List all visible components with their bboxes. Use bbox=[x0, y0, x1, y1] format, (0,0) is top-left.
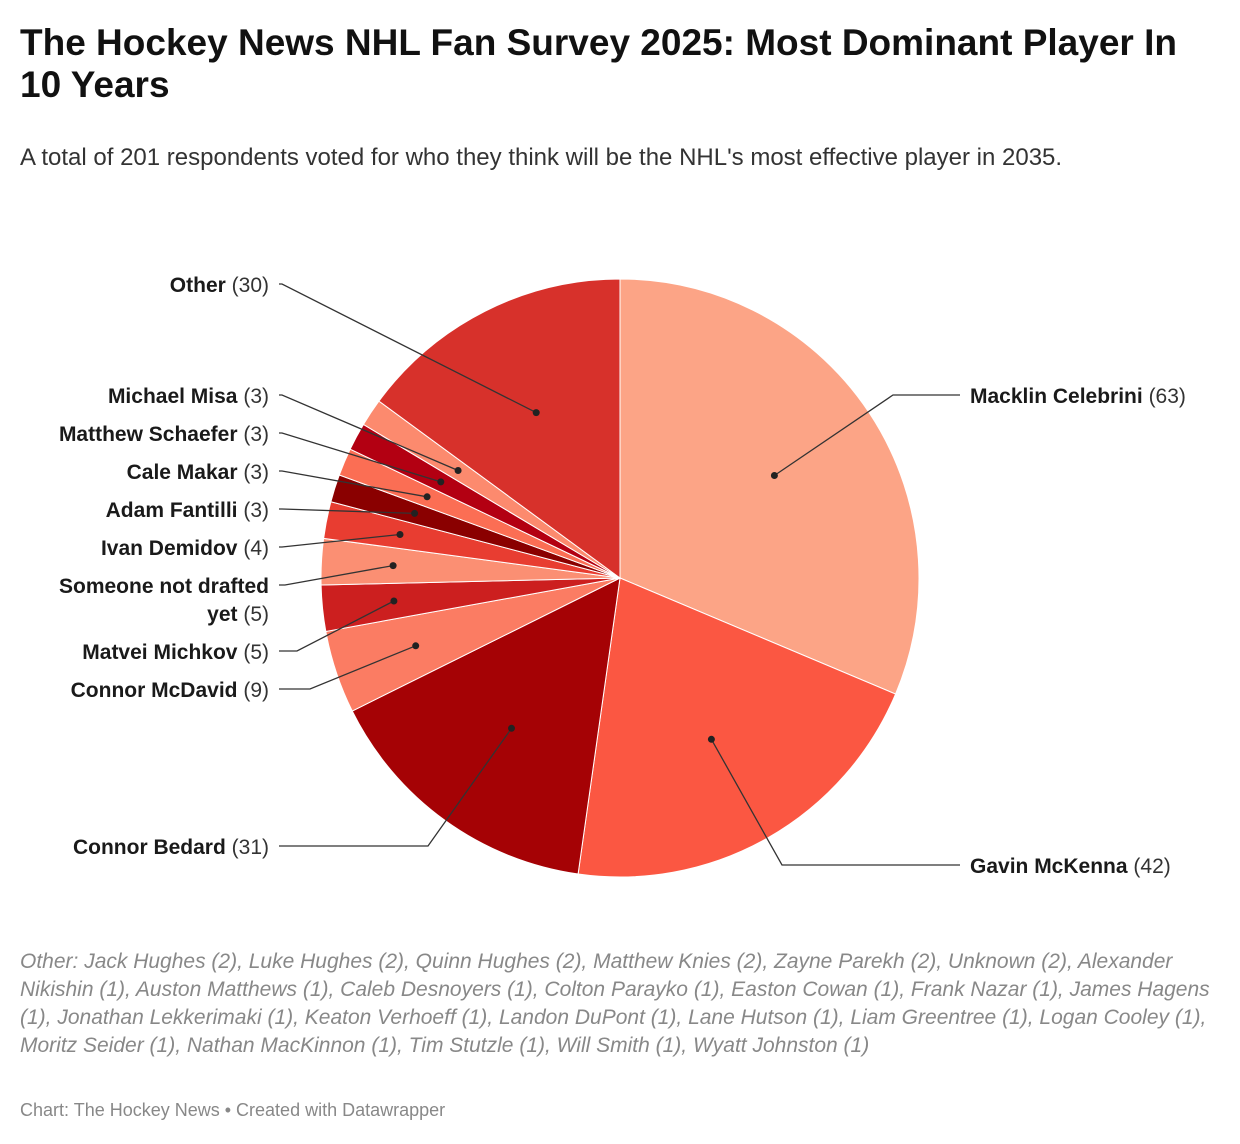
leader-dot-ivan-demidov bbox=[396, 531, 404, 538]
leader-dot-matvei-michkov bbox=[390, 597, 398, 605]
leader-line-macklin-celebrini bbox=[774, 394, 960, 477]
chart-source: Chart: The Hockey News • Created with Da… bbox=[20, 1100, 446, 1120]
leader-line-ivan-demidov bbox=[279, 533, 401, 548]
leader-dot-connor-bedard bbox=[508, 724, 515, 732]
slice-label-gavin-mckenna: Gavin McKenna (42) bbox=[970, 855, 1171, 878]
other-notes: Other: Jack Hughes (2), Luke Hughes (2),… bbox=[20, 950, 1210, 1057]
chart-subtitle: A total of 201 respondents voted for who… bbox=[20, 144, 1063, 171]
leader-line-connor-bedard bbox=[279, 727, 513, 847]
leader-dot-michael-misa bbox=[454, 467, 462, 474]
leader-dot-adam-fantilli bbox=[411, 509, 419, 517]
slice-label-connor-bedard: Connor Bedard (31) bbox=[73, 836, 269, 859]
slice-label-adam-fantilli: Adam Fantilli (3) bbox=[106, 499, 269, 522]
leader-dot-gavin-mckenna bbox=[707, 735, 715, 743]
slice-label-cale-makar: Cale Makar (3) bbox=[127, 461, 269, 484]
slice-label-connor-mcdavid: Connor McDavid (9) bbox=[71, 679, 269, 702]
leader-dot-cale-makar bbox=[423, 493, 431, 501]
pie-slice-connor-bedard bbox=[351, 577, 621, 875]
chart-title: The Hockey News NHL Fan Survey 2025: Mos… bbox=[20, 22, 1177, 105]
leader-dot-connor-mcdavid bbox=[412, 642, 420, 650]
pie-slice-other bbox=[378, 278, 621, 579]
leader-line-matvei-michkov bbox=[279, 600, 395, 652]
slice-label-matthew-schaefer: Matthew Schaefer (3) bbox=[59, 423, 269, 446]
leader-dot-matthew-schaefer bbox=[437, 478, 445, 486]
leader-line-someone-not-drafted-yet bbox=[279, 564, 394, 586]
leader-dot-someone-not-drafted-yet bbox=[389, 562, 397, 570]
leader-line-adam-fantilli bbox=[279, 508, 415, 515]
leader-line-michael-misa bbox=[279, 394, 459, 472]
leader-line-gavin-mckenna bbox=[710, 738, 960, 866]
leader-dot-other bbox=[532, 409, 540, 417]
slice-label-matvei-michkov: Matvei Michkov (5) bbox=[82, 641, 269, 664]
slice-label-michael-misa: Michael Misa (3) bbox=[108, 385, 269, 408]
slice-label-other: Other (30) bbox=[170, 274, 269, 297]
slice-label-macklin-celebrini: Macklin Celebrini (63) bbox=[970, 385, 1186, 408]
leader-dot-macklin-celebrini bbox=[770, 472, 778, 479]
leader-line-connor-mcdavid bbox=[279, 645, 416, 690]
leader-line-cale-makar bbox=[279, 470, 428, 498]
slice-label-someone-not-drafted-yet: Someone not drafted yet (5) bbox=[59, 575, 269, 626]
pie-slice-macklin-celebrini bbox=[619, 278, 920, 695]
leader-line-matthew-schaefer bbox=[279, 432, 441, 483]
leader-line-other bbox=[279, 283, 537, 414]
slice-label-ivan-demidov: Ivan Demidov (4) bbox=[101, 537, 269, 560]
